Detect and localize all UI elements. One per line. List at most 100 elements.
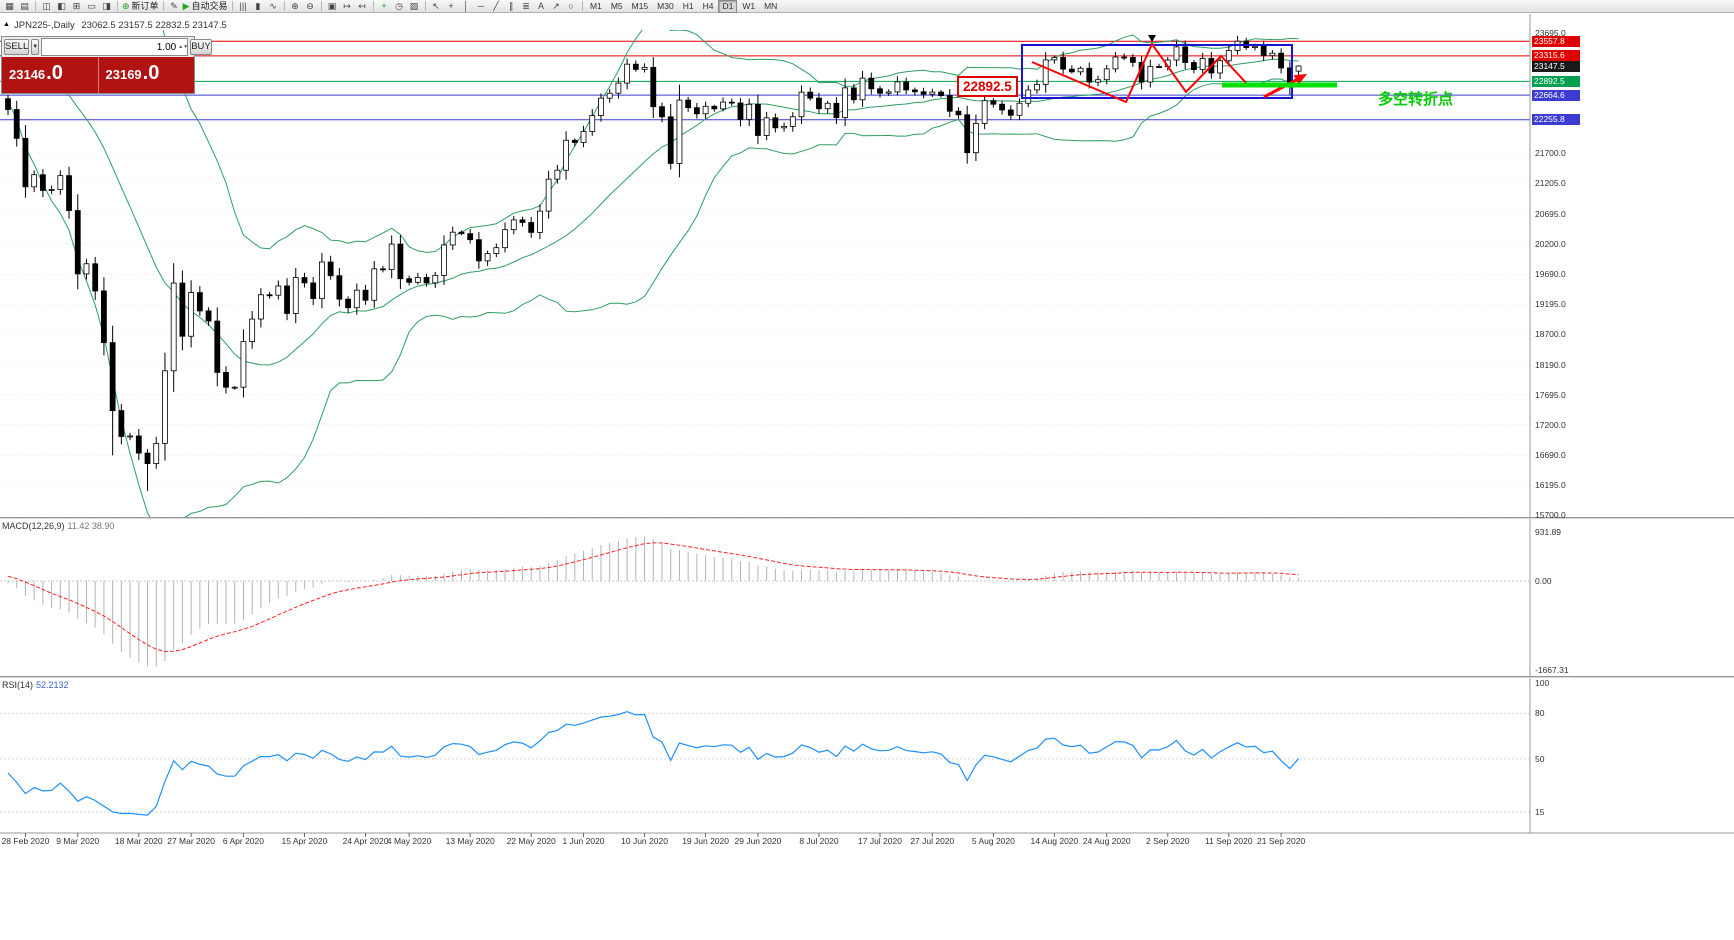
sell-price-pips: .0	[46, 62, 63, 84]
toolbar-separator	[320, 1, 322, 11]
horizontal-line-button[interactable]: ─	[474, 0, 489, 12]
chart-line-button[interactable]: ∿	[266, 0, 281, 12]
equidistant-channel-icon: ∥	[508, 1, 514, 11]
timeframe-h1-button[interactable]: H1	[682, 0, 694, 11]
chart-window: ▲ JPN225-,Daily 23062.5 23157.5 22832.5 …	[0, 14, 1734, 940]
vertical-line-button[interactable]: │	[459, 0, 474, 12]
price-tag: 23315.6	[1532, 50, 1580, 62]
price-tag: 23557.8	[1532, 35, 1580, 47]
equidistant-channel-button[interactable]: ∥	[504, 0, 519, 12]
chart-bars-icon: |||	[239, 1, 247, 11]
periods-icon: ◷	[395, 1, 403, 11]
sell-button[interactable]: SELL	[4, 39, 30, 55]
crosshair-button[interactable]: +	[444, 0, 459, 12]
chart-canvas[interactable]	[0, 14, 1734, 940]
data-window-button[interactable]: ◧	[54, 0, 69, 12]
price-tag: 23147.5	[1532, 60, 1580, 72]
one-click-prices: 23146.0 23169.0	[2, 57, 194, 93]
price-scale-label: 17695.0	[1535, 389, 1566, 400]
text-label-button[interactable]: A	[534, 0, 549, 12]
timeframe-m15-button[interactable]: M15	[631, 0, 649, 11]
price-scale-label: 15700.0	[1535, 510, 1566, 520]
fibonacci-button[interactable]: ≣	[519, 0, 534, 12]
tile-windows-icon: ▣	[327, 1, 337, 11]
terminal-button[interactable]: ▭	[84, 0, 99, 12]
volume-input[interactable]	[42, 40, 179, 54]
navigator-button[interactable]: ⊞	[69, 0, 84, 12]
price-scale-label: 18700.0	[1535, 329, 1566, 340]
price-scale-label: 17200.0	[1535, 419, 1566, 430]
vertical-line-icon: │	[463, 1, 469, 11]
strategy-tester-icon: ◨	[102, 1, 111, 11]
chart-title: JPN225-,Daily 23062.5 23157.5 22832.5 23…	[14, 20, 227, 31]
auto-scroll-button[interactable]: ↦	[340, 0, 355, 12]
macd-pane-splitter[interactable]	[0, 517, 1734, 519]
rsi-scale-label: 80	[1535, 708, 1545, 719]
indicators-button[interactable]: +	[377, 0, 392, 12]
buy-price-display[interactable]: 23169.0	[97, 57, 195, 93]
price-tag: 22255.8	[1532, 114, 1580, 126]
buy-button[interactable]: BUY	[190, 39, 212, 55]
zoom-out-button[interactable]: ⊖	[303, 0, 318, 12]
arrows-icon: ↗	[552, 1, 560, 11]
toolbar-separator	[581, 1, 583, 11]
strategy-tester-button[interactable]: ◨	[99, 0, 114, 12]
templates-button[interactable]: ▨	[407, 0, 422, 12]
timeframe-w1-button[interactable]: W1	[742, 0, 756, 11]
main-toolbar: ▦ ▤ ◫ ◧ ⊞ ▭ ◨ ⊕ 新订单 ✎ ▶ 自动交易 ||| ▮ ∿ ⊕ ⊖ ▣ ↦ ↤ + ◷ ▨ ↖ + │ ─ ╱ ∥ ≣ A ↗ ○…	[0, 0, 1734, 13]
new-chart-button[interactable]: ▦	[2, 0, 17, 12]
new-chart-icon: ▦	[5, 1, 14, 11]
buy-price-main: 23169	[105, 67, 142, 82]
metaeditor-button[interactable]: ✎	[167, 0, 182, 12]
timeframe-m1-button[interactable]: M1	[590, 0, 602, 11]
sell-price-display[interactable]: 23146.0	[2, 57, 98, 93]
arrows-button[interactable]: ↗	[549, 0, 564, 12]
data-window-icon: ◧	[57, 1, 66, 11]
volume-spinner[interactable]: ▲▼	[178, 43, 189, 50]
price-scale-label: 21700.0	[1535, 148, 1566, 159]
macd-indicator-label: MACD(12,26,9)	[2, 521, 65, 531]
tile-windows-button[interactable]: ▣	[325, 0, 340, 12]
price-scale[interactable]: 23695.0 21700.0 21205.0 20695.0 20200.0 19690…	[1531, 14, 1734, 833]
timeframe-h4-button[interactable]: H4	[702, 0, 714, 11]
chart-candles-button[interactable]: ▮	[251, 0, 266, 12]
shapes-button[interactable]: ○	[564, 0, 579, 12]
toolbar-separator	[372, 1, 374, 11]
price-scale-label: 20695.0	[1535, 208, 1566, 219]
rsi-pane-splitter[interactable]	[0, 676, 1734, 678]
profiles-button[interactable]: ▤	[17, 0, 32, 12]
navigator-icon: ⊞	[72, 1, 81, 11]
crosshair-icon: +	[448, 1, 454, 11]
toolbar-separator	[35, 1, 36, 11]
macd-scale-label: 0.00	[1535, 576, 1552, 586]
timeframe-m5-button[interactable]: M5	[610, 0, 623, 11]
macd-scale-label: -1667.31	[1535, 664, 1569, 675]
shapes-icon: ○	[568, 1, 574, 11]
price-scale-label: 18190.0	[1535, 359, 1566, 370]
rsi-indicator-label: RSI(14)	[2, 680, 34, 690]
new-order-label: 新订单	[131, 1, 159, 11]
autotrading-button[interactable]: ▶ 自动交易	[182, 0, 229, 12]
zoom-in-button[interactable]: ⊕	[288, 0, 303, 12]
chart-shift-button[interactable]: ↤	[355, 0, 370, 12]
one-click-toggle[interactable]: ▲	[3, 21, 10, 28]
order-type-dropdown[interactable]: ▼	[31, 39, 40, 55]
price-scale-label: 19195.0	[1535, 299, 1566, 310]
price-scale-label: 16690.0	[1535, 450, 1566, 461]
cursor-button[interactable]: ↖	[429, 0, 444, 12]
macd-indicator-header: MACD(12,26,9) 11.42 38.90	[2, 521, 114, 531]
timeframe-m30-button[interactable]: M30	[657, 0, 674, 11]
price-tag: 22892.5	[1532, 75, 1580, 87]
timeframe-mn-button[interactable]: MN	[764, 0, 778, 11]
market-watch-button[interactable]: ◫	[39, 0, 54, 12]
rsi-scale-label: 50	[1535, 753, 1545, 764]
new-order-button[interactable]: ⊕ 新订单	[121, 0, 160, 12]
trendline-icon: ╱	[493, 1, 499, 11]
periods-button[interactable]: ◷	[392, 0, 407, 12]
trendline-button[interactable]: ╱	[489, 0, 504, 12]
zoom-in-icon: ⊕	[291, 1, 299, 11]
timeframe-d1-button[interactable]: D1	[718, 0, 738, 13]
zoom-out-icon: ⊖	[306, 1, 314, 11]
chart-bars-button[interactable]: |||	[236, 0, 251, 12]
price-scale-label: 19690.0	[1535, 269, 1566, 280]
